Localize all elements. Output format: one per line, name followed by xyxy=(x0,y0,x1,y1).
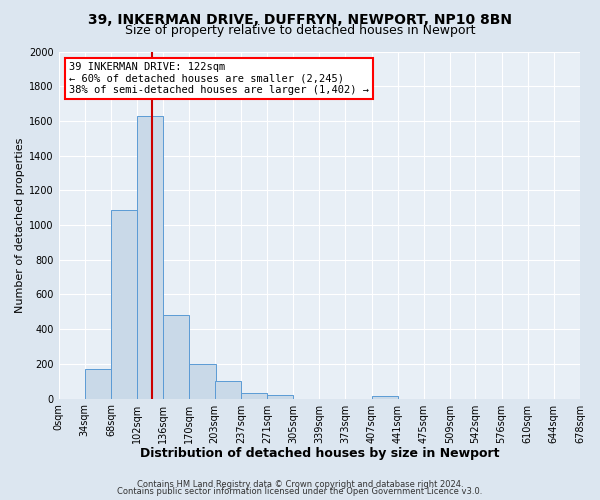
Bar xyxy=(371,396,398,398)
Text: Contains HM Land Registry data © Crown copyright and database right 2024.: Contains HM Land Registry data © Crown c… xyxy=(137,480,463,489)
Text: Size of property relative to detached houses in Newport: Size of property relative to detached ho… xyxy=(125,24,475,37)
Text: 39, INKERMAN DRIVE, DUFFRYN, NEWPORT, NP10 8BN: 39, INKERMAN DRIVE, DUFFRYN, NEWPORT, NP… xyxy=(88,12,512,26)
Bar xyxy=(267,395,293,398)
Bar xyxy=(137,116,163,399)
Text: 39 INKERMAN DRIVE: 122sqm
← 60% of detached houses are smaller (2,245)
38% of se: 39 INKERMAN DRIVE: 122sqm ← 60% of detac… xyxy=(69,62,369,95)
Bar xyxy=(111,210,137,398)
Bar xyxy=(215,381,241,398)
Bar xyxy=(241,392,267,398)
Text: Contains public sector information licensed under the Open Government Licence v3: Contains public sector information licen… xyxy=(118,487,482,496)
Y-axis label: Number of detached properties: Number of detached properties xyxy=(15,138,25,312)
Bar xyxy=(163,316,190,398)
Bar xyxy=(190,364,215,398)
Bar xyxy=(85,369,111,398)
X-axis label: Distribution of detached houses by size in Newport: Distribution of detached houses by size … xyxy=(140,447,499,460)
